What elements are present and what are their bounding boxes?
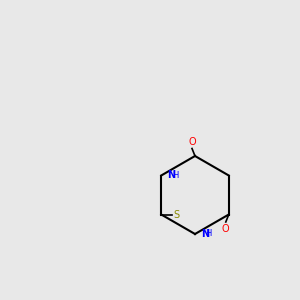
Text: H: H	[206, 230, 212, 238]
Text: O: O	[222, 224, 230, 233]
Text: H: H	[172, 171, 178, 180]
Text: O: O	[188, 137, 196, 147]
Text: N: N	[167, 170, 176, 181]
Text: S: S	[173, 209, 179, 220]
Text: N: N	[201, 229, 209, 239]
